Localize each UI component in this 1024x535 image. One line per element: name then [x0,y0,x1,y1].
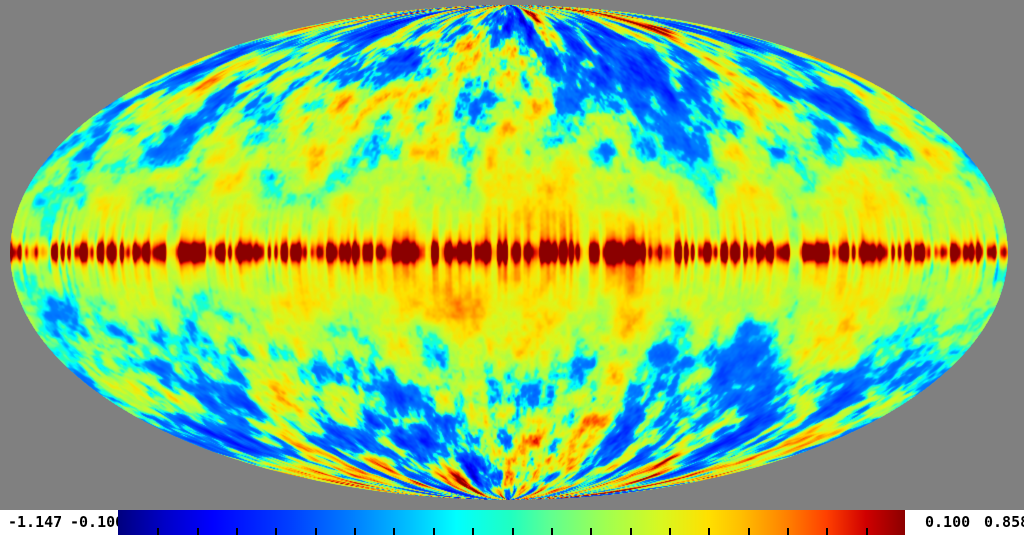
mollweide-projection-ellipse [10,5,1008,500]
colorbar-tick [668,528,671,535]
colorbar-tick [236,528,239,535]
colorbar-top-spacer [0,505,1024,510]
colorbar-tick [550,528,553,535]
colorbar-tick [275,528,278,535]
colorbar-tick [747,528,750,535]
colorbar-tick [432,528,435,535]
colorbar-tick [196,528,199,535]
colorbar-low-threshold-label: -0.100 [70,513,125,531]
colorbar-tick [590,528,593,535]
colorbar-tick [865,528,868,535]
colorbar-tick [314,528,317,535]
colorbar-min-label: -1.147 [8,513,63,531]
colorbar-tick [472,528,475,535]
sky-map-area [10,5,1008,500]
colorbar-tick [708,528,711,535]
colorbar-row: -1.147 -0.100 0.100 0.858 [0,505,1024,535]
colorbar-tick [511,528,514,535]
colorbar-tick [157,528,160,535]
colorbar-tick [354,528,357,535]
sky-map-canvas [10,5,1008,500]
colorbar-tick [826,528,829,535]
colorbar-tick [393,528,396,535]
colorbar-high-threshold-label: 0.100 [925,513,971,531]
colorbar-tick [629,528,632,535]
colorbar-max-label: 0.858 [984,513,1024,531]
colorbar-gradient [118,510,905,535]
colorbar-tick [786,528,789,535]
